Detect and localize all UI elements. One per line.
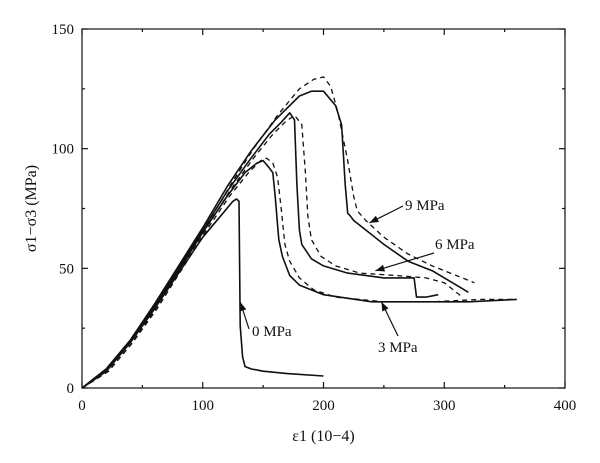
- arrowhead-3-mpa: [381, 301, 389, 312]
- series-3-mpa-dashed: [81, 157, 517, 389]
- series-9-mpa-solid: [81, 90, 469, 389]
- series-3-mpa-solid: [81, 159, 517, 389]
- y-tick-label: 100: [52, 142, 75, 158]
- y-tick-label: 150: [52, 22, 75, 38]
- x-tick-label: 0: [78, 398, 86, 414]
- x-tick-label: 200: [312, 398, 335, 414]
- x-tick-label: 300: [433, 398, 456, 414]
- x-tick-label: 100: [192, 398, 215, 414]
- axis-tick-labels: 0 100 200 300 400 0 50 100 150: [52, 22, 577, 414]
- curve-label-0-mpa: 0 MPa: [252, 324, 292, 340]
- series-lines: [81, 76, 517, 389]
- arrowhead-6-mpa: [375, 264, 386, 272]
- curve-annotations: 0 MPa 3 MPa 6 MPa 9 MPa: [239, 198, 475, 356]
- curve-label-3-mpa: 3 MPa: [378, 340, 418, 356]
- x-axis-label: ε1 (10−4): [292, 428, 354, 445]
- series-6-mpa-dashed: [81, 114, 463, 389]
- curve-label-9-mpa: 9 MPa: [405, 198, 445, 214]
- curve-label-6-mpa: 6 MPa: [435, 237, 475, 253]
- axis-ticks: [81, 28, 566, 389]
- y-axis-label: σ1−σ3 (MPa): [23, 165, 40, 252]
- series-9-mpa-dashed: [81, 76, 475, 389]
- y-tick-label: 0: [67, 381, 75, 397]
- plot-frame: [81, 28, 566, 389]
- x-tick-label: 400: [554, 398, 577, 414]
- series-6-mpa-solid: [81, 112, 439, 389]
- arrowhead-9-mpa: [369, 215, 379, 223]
- leader-line-6-mpa: [375, 252, 435, 272]
- arrowhead-0-mpa: [239, 301, 247, 312]
- y-tick-label: 50: [59, 261, 74, 277]
